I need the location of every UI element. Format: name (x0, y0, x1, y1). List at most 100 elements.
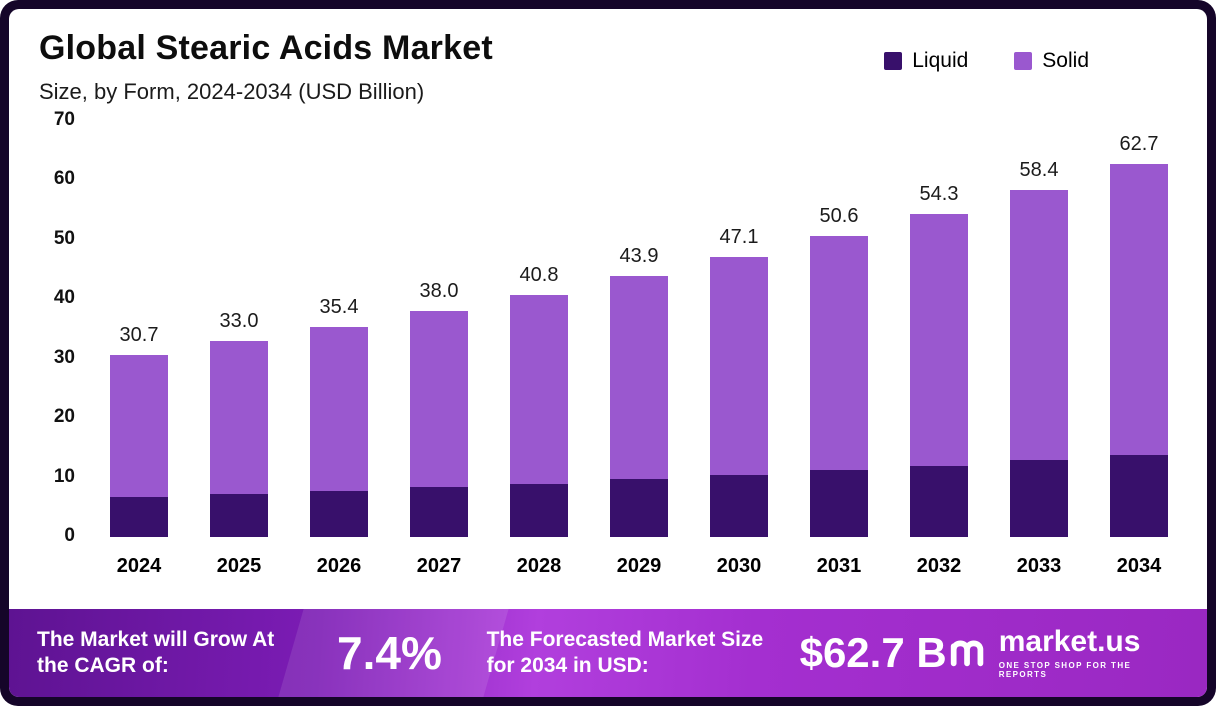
market-us-logo-icon (947, 631, 989, 676)
brand: market.us ONE STOP SHOP FOR THE REPORTS (947, 627, 1181, 679)
legend-label-solid: Solid (1042, 49, 1089, 72)
y-tick-label: 70 (53, 109, 75, 130)
bar-2027-liquid (410, 487, 468, 537)
bar-value-label: 58.4 (1019, 158, 1059, 181)
bar-2030 (710, 257, 768, 537)
legend-swatch-solid (1014, 52, 1033, 70)
y-tick-label: 40 (53, 287, 75, 309)
y-tick-label: 60 (53, 168, 75, 190)
chart-area: 0 10 20 30 40 50 60 70 30.7 2024 33.0 2025 35.4 2026… (9, 105, 1207, 578)
bar-column: 35.4 2026 (289, 121, 389, 578)
x-axis-label: 2026 (316, 555, 362, 577)
bar-value-label: 43.9 (619, 245, 659, 268)
bar-2032-liquid (910, 465, 968, 537)
legend-swatch-liquid (884, 52, 903, 70)
bar-value-label: 54.3 (919, 183, 959, 206)
bar-2032 (910, 214, 968, 537)
x-axis-label: 2034 (1116, 555, 1162, 577)
bar-column: 50.6 2031 (789, 121, 889, 578)
bar-value-label: 38.0 (419, 280, 459, 303)
y-tick-label: 0 (64, 525, 75, 546)
chart-panel: Global Stearic Acids Market Size, by For… (9, 9, 1207, 697)
y-tick-label: 20 (53, 406, 75, 428)
y-tick-label: 30 (53, 346, 75, 368)
forecast-label: The Forecasted Market Size for 2034 in U… (486, 627, 764, 677)
x-axis-label: 2024 (116, 555, 162, 577)
bar-2033 (1010, 189, 1068, 537)
bar-stack: 62.7 (1110, 121, 1168, 537)
bar-2030-solid (710, 257, 768, 476)
header: Global Stearic Acids Market Size, by For… (9, 9, 1207, 105)
bar-2033-liquid (1010, 460, 1068, 537)
bar-stack: 58.4 (1010, 121, 1068, 537)
bar-2025 (210, 340, 268, 537)
bar-2025-liquid (210, 494, 268, 537)
bar-2029-liquid (610, 479, 668, 537)
bar-2034 (1110, 164, 1168, 537)
bar-stack: 30.7 (110, 121, 168, 537)
cagr-value: 7.4% (337, 627, 442, 679)
page-subtitle: Size, by Form, 2024-2034 (USD Billion) (39, 79, 425, 104)
x-axis-label: 2032 (916, 555, 962, 577)
legend-item-solid: Solid (1014, 49, 1089, 73)
legend-label-liquid: Liquid (912, 49, 969, 72)
bar-stack: 43.9 (610, 121, 668, 537)
brand-text: market.us ONE STOP SHOP FOR THE REPORTS (998, 625, 1181, 680)
bar-2028-solid (510, 294, 568, 484)
legend-item-liquid: Liquid (884, 49, 968, 73)
bar-2032-solid (910, 214, 968, 466)
bar-value-label: 30.7 (119, 323, 159, 346)
bar-column: 54.3 2032 (889, 121, 989, 578)
x-axis-label: 2025 (216, 555, 262, 577)
bar-column: 30.7 2024 (89, 121, 189, 578)
bar-2028-liquid (510, 483, 568, 537)
x-axis-label: 2029 (616, 555, 662, 577)
legend: Liquid Solid (884, 49, 1089, 73)
bar-2029-solid (610, 276, 668, 480)
page-title: Global Stearic Acids Market (39, 29, 493, 67)
bar-value-label: 40.8 (519, 263, 559, 286)
bar-2031-liquid (810, 470, 868, 537)
x-axis-label: 2031 (816, 555, 862, 577)
bar-stack: 54.3 (910, 121, 968, 537)
y-tick-label: 10 (53, 465, 75, 487)
bar-stack: 47.1 (710, 121, 768, 537)
bar-value-label: 35.4 (319, 295, 359, 318)
bar-value-label: 50.6 (819, 205, 859, 228)
bar-2033-solid (1010, 189, 1068, 461)
x-axis-label: 2028 (516, 555, 562, 577)
bar-2024-solid (110, 354, 168, 498)
bar-2034-liquid (1110, 455, 1168, 537)
bar-2028 (510, 294, 568, 537)
bar-2031 (810, 236, 868, 537)
bar-column: 47.1 2030 (689, 121, 789, 578)
bar-2031-solid (810, 236, 868, 471)
brand-name: market.us (998, 625, 1141, 658)
bar-2026-liquid (310, 490, 368, 537)
bar-column: 58.4 2033 (989, 121, 1089, 578)
bar-value-label: 62.7 (1119, 133, 1159, 156)
footer-banner: The Market will Grow At the CAGR of: 7.4… (9, 609, 1207, 697)
bar-2026-solid (310, 326, 368, 491)
cagr-label: The Market will Grow At the CAGR of: (37, 627, 275, 677)
x-axis-label: 2030 (716, 555, 762, 577)
bar-2024-liquid (110, 497, 168, 537)
bar-2026 (310, 326, 368, 537)
bar-stack: 50.6 (810, 121, 868, 537)
bar-value-label: 33.0 (219, 309, 259, 332)
bar-2025-solid (210, 340, 268, 495)
bar-column: 40.8 2028 (489, 121, 589, 578)
forecast-value: $62.7 B (799, 629, 947, 676)
bar-column: 62.7 2034 (1089, 121, 1189, 578)
plot-columns: 30.7 2024 33.0 2025 35.4 2026 38.0 2027 40.8 2028… (89, 121, 1189, 578)
bar-2024 (110, 354, 168, 537)
bar-column: 33.0 2025 (189, 121, 289, 578)
y-axis: 0 10 20 30 40 50 60 70 (31, 109, 89, 546)
bar-stack: 40.8 (510, 121, 568, 537)
bar-2030-liquid (710, 475, 768, 537)
bar-stack: 33.0 (210, 121, 268, 537)
bar-value-label: 47.1 (719, 226, 759, 249)
bar-stack: 35.4 (310, 121, 368, 537)
bar-column: 38.0 2027 (389, 121, 489, 578)
